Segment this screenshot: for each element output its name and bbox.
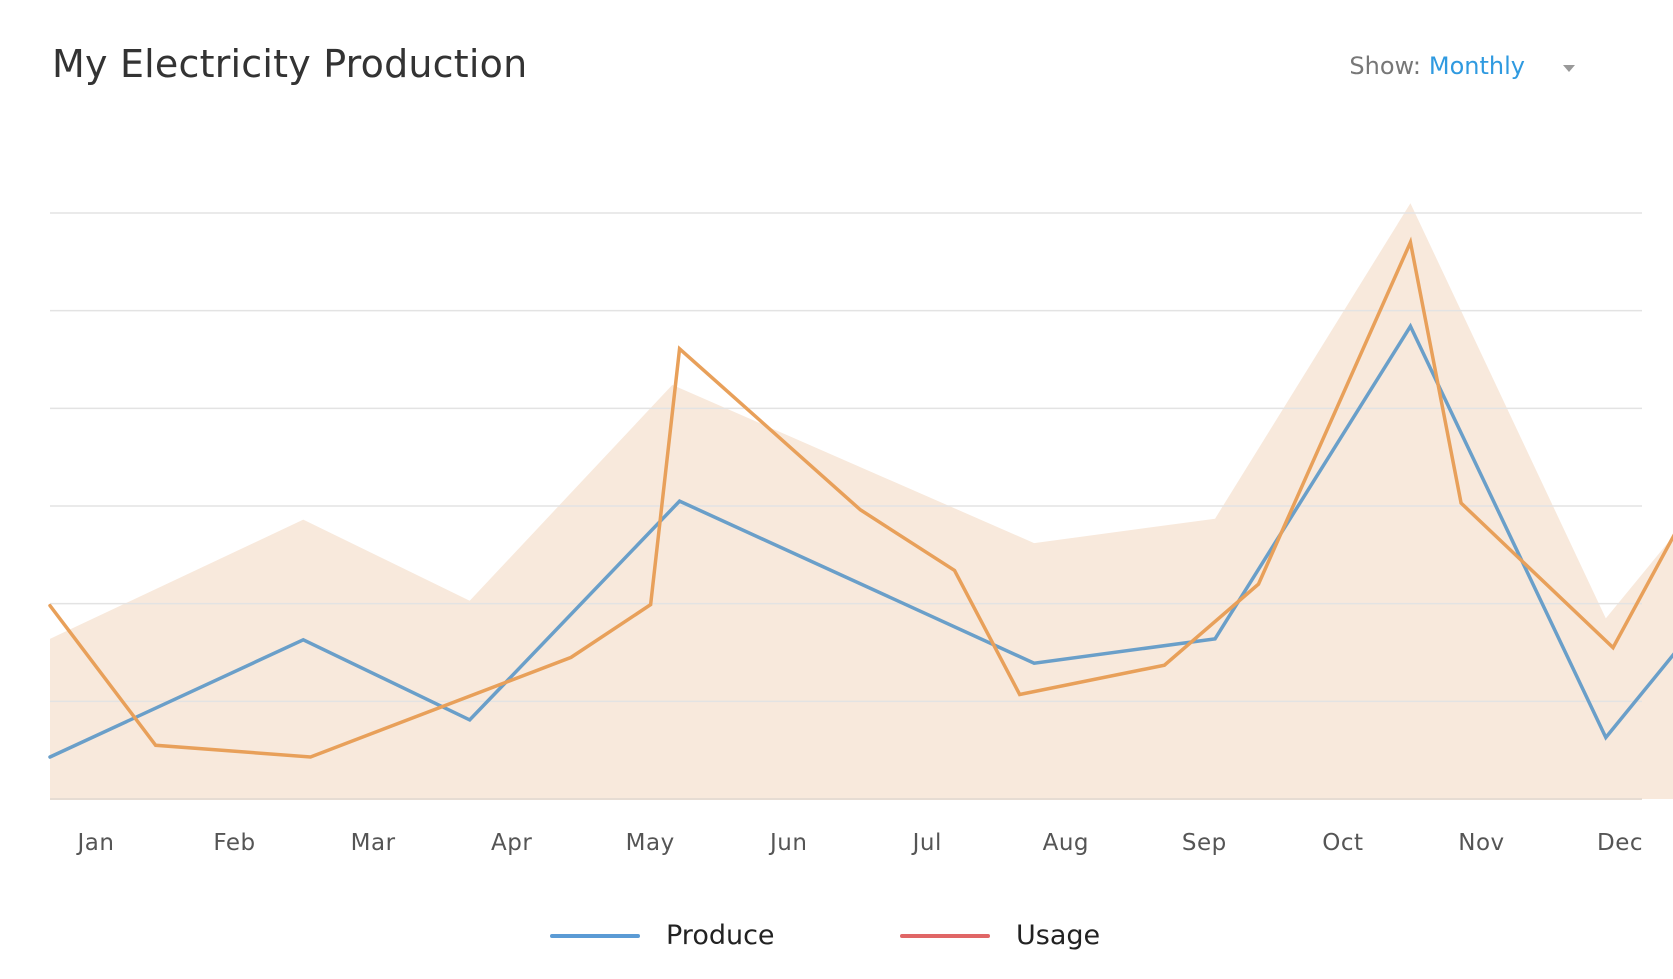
x-tick-label: Jul [911,830,942,856]
chevron-down-icon[interactable] [1563,64,1575,72]
x-tick-label: Mar [351,830,396,856]
chart-legend: Produce Usage [0,920,1673,970]
x-tick-label: Dec [1597,830,1643,856]
legend-label-produce: Produce [666,920,775,951]
x-tick-label: May [626,830,675,856]
show-selected-value[interactable]: Monthly [1428,52,1525,80]
x-tick-label: Nov [1458,830,1504,856]
x-tick-label: Sep [1182,830,1227,856]
x-tick-label: Apr [491,830,532,856]
x-tick-label: Jun [768,830,807,856]
legend-swatch-usage [900,933,990,938]
x-tick-label: Jan [76,830,115,856]
legend-item-usage[interactable]: Usage [900,920,1100,951]
x-tick-label: Oct [1322,830,1363,856]
legend-swatch-produce [550,933,640,938]
legend-label-usage: Usage [1016,920,1101,951]
area-fill [50,203,1673,799]
show-period-dropdown[interactable]: Show: Monthly [1349,52,1575,80]
x-tick-label: Feb [213,830,255,856]
page-title: My Electricity Production [52,42,528,86]
x-tick-label: Aug [1043,830,1089,856]
legend-item-produce[interactable]: Produce [550,920,775,951]
show-label: Show: [1349,52,1421,80]
